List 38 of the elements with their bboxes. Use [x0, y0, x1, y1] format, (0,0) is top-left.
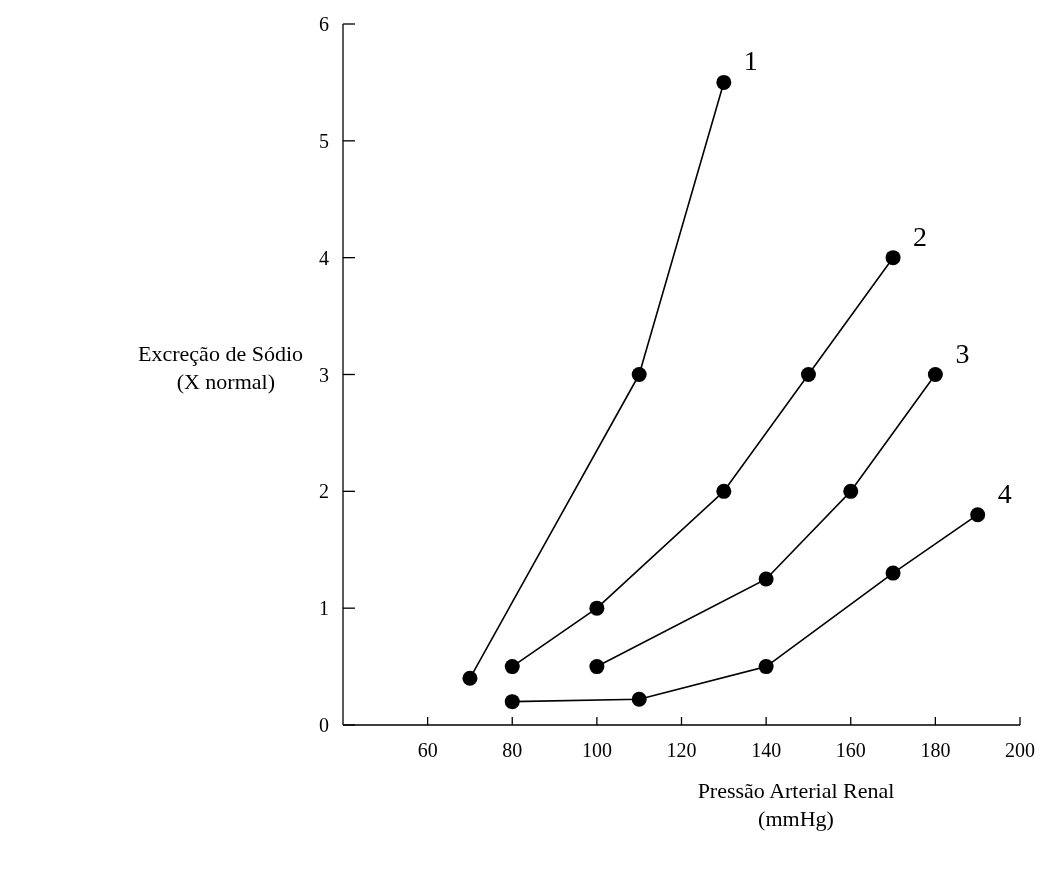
point [504, 659, 520, 675]
x-tick-label: 100 [581, 739, 612, 761]
point [631, 367, 647, 382]
series-label: 3 [955, 337, 970, 369]
x-tick-label: 80 [502, 739, 523, 761]
y-tick-label: 3 [319, 363, 329, 386]
y-tick-label: 4 [319, 246, 329, 269]
x-tick-label: 180 [920, 739, 951, 761]
x-tick-label: 120 [666, 739, 697, 761]
point [970, 507, 986, 523]
point [800, 367, 816, 382]
point [758, 571, 774, 587]
y-tick-label: 1 [319, 597, 329, 620]
x-axis-title: Pressão Arterial Renal (mmHg) [697, 778, 895, 831]
point [927, 367, 943, 382]
point [885, 250, 901, 266]
x-tick-label: 60 [417, 739, 438, 761]
y-tick-label: 0 [319, 714, 329, 736]
point [462, 670, 478, 686]
point [716, 74, 732, 90]
point [504, 694, 520, 710]
point [758, 659, 774, 675]
x-tick-label: 160 [835, 739, 866, 761]
y-axis-title: Excreção de Sódio (X normal) [138, 340, 303, 394]
point [716, 483, 732, 499]
point [885, 565, 901, 581]
x-tick-label: 140 [751, 739, 782, 761]
x-tick-label: 200 [1005, 739, 1035, 761]
point [589, 600, 605, 616]
y-tick-label: 6 [319, 13, 329, 35]
point [843, 483, 859, 499]
series-label: 4 [997, 477, 1012, 509]
point [631, 691, 647, 707]
point [589, 659, 605, 675]
series-label: 1 [743, 45, 758, 77]
series-label: 2 [913, 220, 928, 252]
y-tick-label: 5 [319, 129, 329, 152]
y-tick-label: 2 [319, 480, 329, 503]
